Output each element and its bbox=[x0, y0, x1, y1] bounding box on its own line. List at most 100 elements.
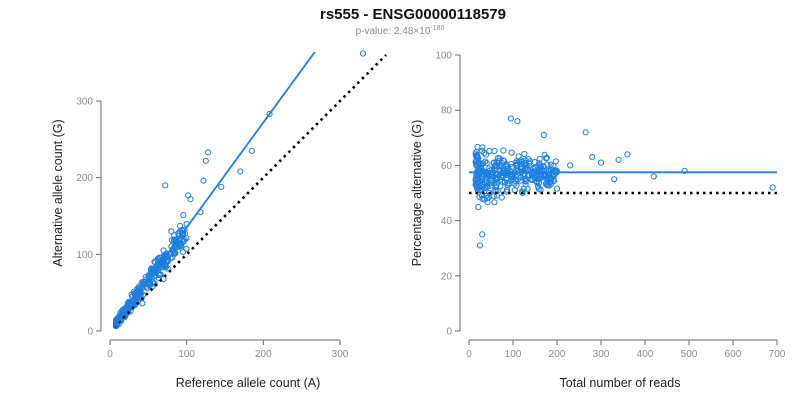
data-point bbox=[507, 115, 514, 122]
data-point bbox=[769, 184, 776, 191]
data-point bbox=[483, 179, 490, 186]
right-x-tick-label: 500 bbox=[681, 349, 698, 360]
data-point bbox=[611, 176, 618, 183]
data-point bbox=[522, 161, 529, 168]
data-point bbox=[553, 185, 561, 192]
data-point bbox=[162, 264, 169, 271]
left-y-axis-label: Alternative allele count (G) bbox=[51, 119, 65, 266]
left-fit-line bbox=[113, 51, 316, 328]
data-point bbox=[546, 182, 553, 189]
data-point bbox=[597, 159, 605, 166]
right-x-tick-label: 200 bbox=[549, 349, 566, 360]
data-point bbox=[474, 170, 482, 177]
left-data-points bbox=[113, 50, 367, 330]
data-point bbox=[484, 199, 491, 206]
left-y-tick-label: 300 bbox=[76, 97, 93, 108]
data-point bbox=[615, 156, 622, 163]
data-point bbox=[474, 143, 481, 151]
data-point bbox=[521, 170, 528, 178]
data-point bbox=[473, 177, 481, 184]
left-y-tick-label: 0 bbox=[87, 327, 93, 338]
data-point bbox=[491, 180, 498, 187]
data-point bbox=[155, 272, 162, 279]
data-point bbox=[473, 161, 480, 168]
data-point bbox=[491, 147, 498, 155]
data-point bbox=[543, 175, 550, 182]
data-point bbox=[479, 144, 486, 151]
left-reference-line bbox=[112, 54, 387, 329]
data-point bbox=[533, 178, 540, 185]
data-point bbox=[486, 165, 493, 172]
data-point bbox=[504, 180, 511, 187]
data-point bbox=[474, 153, 481, 160]
data-point bbox=[475, 203, 482, 211]
data-point bbox=[248, 147, 255, 154]
data-point bbox=[131, 290, 138, 297]
data-point bbox=[139, 300, 146, 307]
data-point bbox=[582, 129, 589, 136]
data-point bbox=[180, 237, 187, 244]
data-point bbox=[521, 150, 528, 158]
data-point bbox=[531, 159, 538, 166]
p-value-times: × bbox=[413, 26, 419, 37]
data-point bbox=[183, 245, 190, 253]
data-point bbox=[523, 177, 530, 184]
left-x-tick-label: 300 bbox=[332, 349, 349, 360]
data-point bbox=[494, 163, 501, 170]
data-point bbox=[514, 118, 521, 125]
right-data-points bbox=[472, 115, 776, 249]
right-x-tick-label: 400 bbox=[637, 349, 654, 360]
data-point bbox=[171, 232, 178, 239]
data-point bbox=[218, 183, 225, 190]
chart-subtitle: p-value: 2.48×10-180 bbox=[356, 25, 445, 37]
data-point bbox=[200, 177, 207, 184]
data-point bbox=[175, 243, 182, 250]
data-point bbox=[139, 283, 146, 290]
data-point bbox=[490, 193, 497, 200]
data-point bbox=[496, 157, 503, 164]
data-point bbox=[359, 50, 367, 57]
data-point bbox=[479, 195, 486, 202]
data-point bbox=[486, 147, 493, 155]
data-point bbox=[479, 160, 486, 167]
data-point bbox=[483, 160, 490, 167]
data-point bbox=[479, 231, 486, 238]
left-x-axis-label: Reference allele count (A) bbox=[176, 376, 321, 390]
data-point bbox=[567, 162, 574, 169]
percentage-alternative-scatter: Total number of reads Percentage alterna… bbox=[410, 51, 786, 391]
data-point bbox=[155, 275, 163, 282]
right-x-tick-label: 600 bbox=[725, 349, 742, 360]
data-point bbox=[162, 182, 169, 189]
right-y-tick-label: 40 bbox=[441, 216, 453, 227]
data-point bbox=[508, 149, 515, 156]
right-y-tick-label: 0 bbox=[446, 327, 452, 338]
right-x-tick-label: 100 bbox=[505, 349, 522, 360]
data-point bbox=[476, 178, 484, 185]
left-x-tick-label: 100 bbox=[178, 349, 195, 360]
data-point bbox=[508, 160, 515, 168]
right-y-axis: 0 20 40 60 80 100 bbox=[435, 51, 461, 338]
data-point bbox=[187, 196, 194, 203]
left-y-tick-label: 100 bbox=[76, 250, 93, 261]
data-point bbox=[181, 236, 188, 243]
data-point bbox=[650, 173, 657, 180]
data-point bbox=[522, 181, 529, 188]
data-point bbox=[500, 147, 507, 154]
data-point bbox=[473, 148, 480, 155]
right-x-axis: 0 100 200 300 400 500 600 700 bbox=[466, 339, 786, 360]
data-point bbox=[519, 189, 526, 196]
data-point bbox=[513, 158, 520, 165]
data-point bbox=[498, 194, 505, 201]
data-point bbox=[541, 151, 548, 158]
data-point bbox=[624, 151, 631, 158]
data-point bbox=[497, 174, 505, 181]
data-point bbox=[176, 222, 184, 229]
data-point bbox=[162, 254, 169, 261]
allele-count-scatter: Reference allele count (A) Alternative a… bbox=[51, 50, 387, 390]
left-x-tick-label: 0 bbox=[107, 349, 113, 360]
left-y-tick-label: 200 bbox=[76, 173, 93, 184]
chart-title: rs555 - ENSG00000118579 bbox=[320, 6, 506, 23]
data-point bbox=[162, 261, 169, 268]
data-point bbox=[486, 189, 493, 196]
